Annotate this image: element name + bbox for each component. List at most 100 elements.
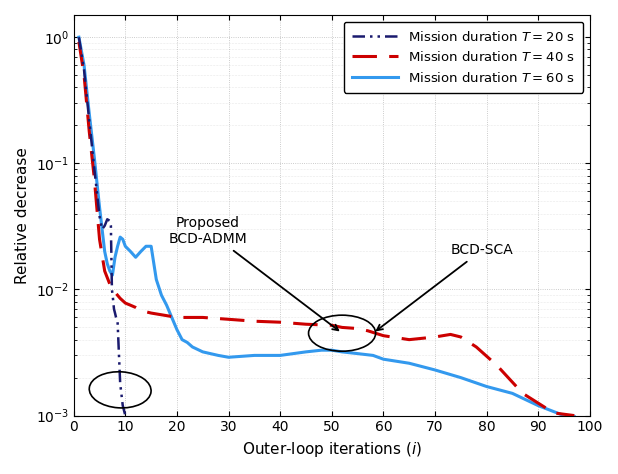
- Mission duration $T = 60$ s: [85, 110, 93, 116]
- Mission duration $T = 60$ s: [509, 391, 516, 396]
- Mission duration $T = 40$ s: [550, 410, 557, 416]
- Mission duration $T = 20$ s: [101, 223, 108, 228]
- Mission duration $T = 40$ s: [570, 413, 578, 419]
- Mission duration $T = 60$ s: [106, 268, 114, 274]
- Y-axis label: Relative decrease: Relative decrease: [15, 147, 30, 284]
- Mission duration $T = 60$ s: [483, 383, 490, 389]
- Mission duration $T = 60$ s: [457, 375, 465, 381]
- Mission duration $T = 60$ s: [328, 347, 336, 353]
- Mission duration $T = 60$ s: [114, 244, 121, 249]
- Mission duration $T = 60$ s: [127, 249, 134, 255]
- Mission duration $T = 40$ s: [473, 344, 480, 350]
- Text: Proposed
BCD-ADMM: Proposed BCD-ADMM: [169, 216, 338, 330]
- Mission duration $T = 40$ s: [493, 363, 501, 368]
- Mission duration $T = 20$ s: [112, 315, 120, 320]
- Mission duration $T = 40$ s: [276, 319, 284, 325]
- Mission duration $T = 20$ s: [108, 287, 116, 292]
- Mission duration $T = 40$ s: [302, 321, 310, 327]
- Mission duration $T = 40$ s: [85, 128, 93, 134]
- Mission duration $T = 40$ s: [328, 322, 336, 328]
- Mission duration $T = 60$ s: [339, 349, 346, 355]
- Mission duration $T = 20$ s: [80, 67, 88, 73]
- Mission duration $T = 60$ s: [111, 255, 119, 260]
- Mission duration $T = 60$ s: [132, 255, 140, 260]
- Mission duration $T = 60$ s: [96, 204, 103, 210]
- Mission duration $T = 20$ s: [116, 381, 124, 386]
- Mission duration $T = 60$ s: [561, 413, 568, 419]
- Mission duration $T = 60$ s: [251, 353, 258, 358]
- Mission duration $T = 60$ s: [173, 327, 180, 332]
- Mission duration $T = 20$ s: [75, 35, 83, 40]
- Mission duration $T = 60$ s: [184, 339, 191, 345]
- Mission duration $T = 40$ s: [354, 326, 362, 331]
- Mission duration $T = 60$ s: [158, 292, 165, 298]
- Mission duration $T = 20$ s: [110, 306, 117, 312]
- Mission duration $T = 20$ s: [109, 295, 117, 301]
- Mission duration $T = 20$ s: [85, 117, 93, 123]
- Mission duration $T = 60$ s: [179, 337, 186, 343]
- Mission duration $T = 20$ s: [119, 403, 127, 409]
- Mission duration $T = 40$ s: [379, 333, 387, 338]
- Mission duration $T = 40$ s: [137, 308, 145, 313]
- Mission duration $T = 40$ s: [364, 328, 371, 334]
- Mission duration $T = 40$ s: [122, 300, 129, 306]
- Mission duration $T = 60$ s: [225, 355, 232, 360]
- Mission duration $T = 60$ s: [104, 261, 111, 266]
- Mission duration $T = 60$ s: [80, 63, 88, 68]
- Mission duration $T = 40$ s: [163, 313, 171, 319]
- Mission duration $T = 20$ s: [98, 227, 106, 232]
- Mission duration $T = 20$ s: [107, 223, 114, 228]
- Mission duration $T = 40$ s: [127, 302, 134, 308]
- Mission duration $T = 60$ s: [91, 155, 98, 161]
- Mission duration $T = 40$ s: [91, 176, 98, 182]
- Mission duration $T = 40$ s: [80, 73, 88, 78]
- Mission duration $T = 60$ s: [354, 351, 362, 356]
- Mission duration $T = 40$ s: [519, 391, 527, 396]
- Line: Mission duration $T = 40$ s: Mission duration $T = 40$ s: [79, 42, 574, 416]
- Mission duration $T = 60$ s: [98, 227, 106, 232]
- X-axis label: Outer-loop iterations ($i$): Outer-loop iterations ($i$): [242, 440, 422, 459]
- Mission duration $T = 60$ s: [370, 353, 377, 358]
- Mission duration $T = 40$ s: [251, 319, 258, 324]
- Mission duration $T = 60$ s: [302, 349, 310, 355]
- Mission duration $T = 20$ s: [91, 166, 98, 172]
- Legend: Mission duration $T = 20$ s, Mission duration $T = 40$ s, Mission duration $T = : Mission duration $T = 20$ s, Mission dur…: [344, 22, 583, 92]
- Mission duration $T = 60$ s: [431, 367, 439, 373]
- Mission duration $T = 40$ s: [148, 310, 155, 316]
- Mission duration $T = 60$ s: [116, 234, 124, 240]
- Mission duration $T = 60$ s: [101, 249, 108, 255]
- Mission duration $T = 60$ s: [119, 237, 127, 242]
- Mission duration $T = 60$ s: [75, 35, 83, 40]
- Mission duration $T = 40$ s: [405, 337, 413, 343]
- Mission duration $T = 40$ s: [339, 325, 346, 330]
- Mission duration $T = 60$ s: [318, 347, 325, 353]
- Mission duration $T = 60$ s: [168, 315, 176, 320]
- Mission duration $T = 40$ s: [431, 334, 439, 340]
- Mission duration $T = 20$ s: [111, 310, 119, 316]
- Mission duration $T = 20$ s: [114, 319, 121, 325]
- Mission duration $T = 20$ s: [122, 414, 130, 419]
- Mission duration $T = 60$ s: [276, 353, 284, 358]
- Mission duration $T = 60$ s: [199, 349, 206, 355]
- Line: Mission duration $T = 60$ s: Mission duration $T = 60$ s: [79, 37, 574, 417]
- Mission duration $T = 60$ s: [142, 244, 150, 249]
- Mission duration $T = 20$ s: [106, 218, 114, 224]
- Mission duration $T = 20$ s: [122, 413, 129, 419]
- Mission duration $T = 40$ s: [96, 237, 103, 242]
- Mission duration $T = 40$ s: [101, 268, 108, 274]
- Mission duration $T = 60$ s: [148, 244, 155, 249]
- Mission duration $T = 40$ s: [199, 315, 206, 320]
- Mission duration $T = 40$ s: [75, 39, 83, 45]
- Mission duration $T = 40$ s: [225, 317, 232, 322]
- Mission duration $T = 60$ s: [214, 353, 222, 358]
- Mission duration $T = 40$ s: [111, 290, 119, 295]
- Mission duration $T = 60$ s: [405, 360, 413, 366]
- Mission duration $T = 60$ s: [109, 272, 116, 278]
- Mission duration $T = 40$ s: [106, 282, 114, 287]
- Mission duration $T = 40$ s: [132, 305, 140, 310]
- Mission duration $T = 40$ s: [116, 295, 124, 301]
- Mission duration $T = 60$ s: [535, 403, 542, 409]
- Mission duration $T = 40$ s: [447, 332, 454, 337]
- Mission duration $T = 60$ s: [137, 249, 145, 255]
- Mission duration $T = 60$ s: [122, 244, 129, 249]
